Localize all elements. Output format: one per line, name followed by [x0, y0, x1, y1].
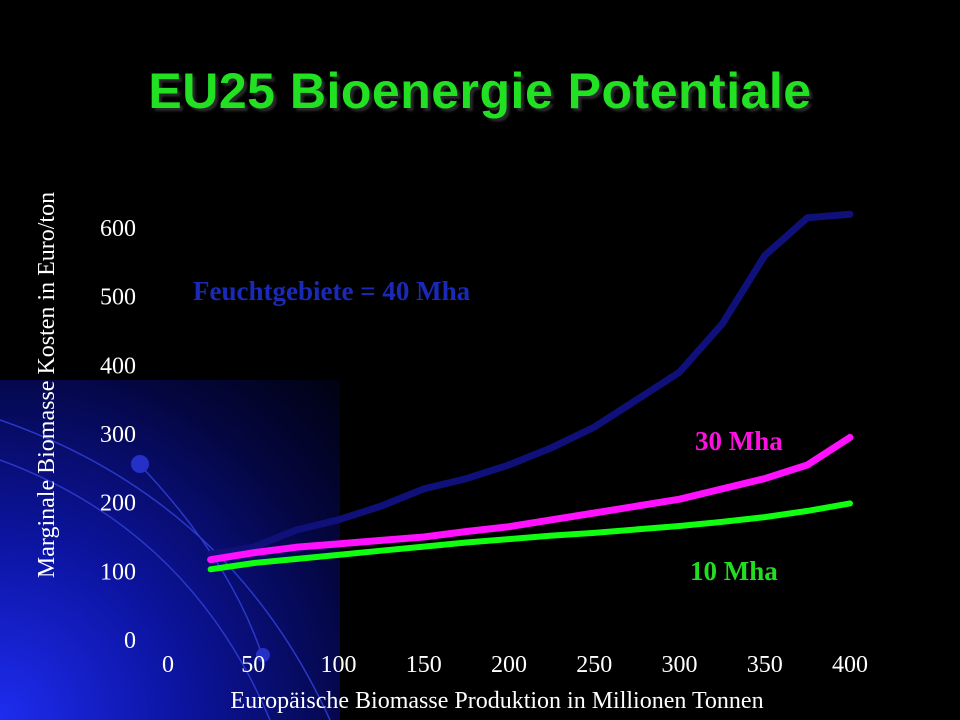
y-tick-label: 600 — [100, 216, 136, 242]
decorative-dot-bottom — [256, 648, 270, 662]
series-lines — [207, 210, 854, 573]
decorative-dot-left — [131, 455, 149, 473]
x-tick-label: 250 — [576, 652, 612, 678]
x-tick-label: 0 — [162, 652, 174, 678]
series-line-feuchtgebiete — [207, 210, 854, 558]
y-tick-label: 100 — [100, 559, 136, 585]
series-line-30mha — [207, 433, 854, 564]
slide-title: EU25 Bioenergie Potentiale — [148, 63, 812, 119]
y-tick-label: 300 — [100, 422, 136, 448]
x-axis-ticks: 0 50 100 150 200 250 300 350 400 — [162, 652, 868, 678]
series-label-feuchtgebiete: Feuchtgebiete = 40 Mha — [193, 276, 471, 306]
x-tick-label: 150 — [406, 652, 442, 678]
y-tick-label: 200 — [100, 491, 136, 517]
x-tick-label: 300 — [662, 652, 698, 678]
x-axis-label: Europäische Biomasse Produktion in Milli… — [230, 688, 763, 714]
x-tick-label: 200 — [491, 652, 527, 678]
decorative-arc-outer — [0, 419, 331, 720]
x-tick-label: 350 — [747, 652, 783, 678]
decorative-arc-inner — [0, 459, 271, 720]
series-label-10mha: 10 Mha — [690, 556, 778, 586]
x-tick-label: 50 — [241, 652, 265, 678]
y-axis-ticks: 0 100 200 300 400 500 600 — [100, 216, 136, 654]
x-tick-label: 100 — [321, 652, 357, 678]
x-tick-label: 400 — [832, 652, 868, 678]
y-tick-label: 0 — [124, 628, 136, 654]
y-tick-label: 400 — [100, 353, 136, 379]
y-tick-label: 500 — [100, 285, 136, 311]
y-axis-label: Marginale Biomasse Kosten in Euro/ton — [34, 192, 60, 578]
series-line-10mha — [207, 500, 853, 573]
series-label-30mha: 30 Mha — [695, 426, 783, 456]
